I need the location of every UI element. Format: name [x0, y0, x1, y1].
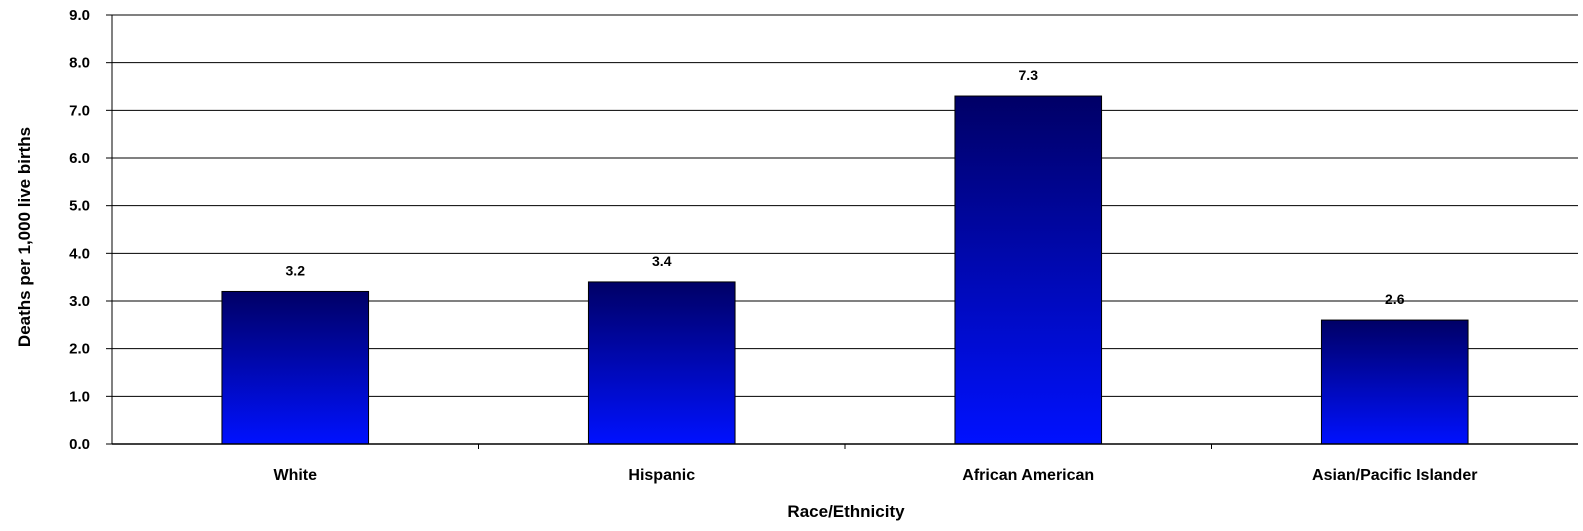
data-label: 2.6 [1385, 291, 1405, 307]
x-tick-label: Hispanic [628, 467, 695, 484]
x-tick-label: African American [962, 467, 1094, 484]
bar [1320, 319, 1469, 445]
y-axis-title: Deaths per 1,000 live births [15, 127, 34, 347]
bar [221, 290, 370, 445]
y-tick-label: 7.0 [69, 102, 90, 119]
bar [587, 281, 736, 445]
y-tick-label: 3.0 [69, 293, 90, 310]
y-tick-label: 2.0 [69, 341, 90, 358]
bars [221, 95, 1469, 445]
x-tick-label: Asian/Pacific Islander [1312, 467, 1477, 484]
bar [954, 95, 1103, 445]
data-label: 7.3 [1019, 67, 1039, 83]
y-tick-label: 6.0 [69, 150, 90, 167]
y-tick-label: 5.0 [69, 198, 90, 215]
data-label: 3.2 [286, 262, 306, 278]
x-axis-title: Race/Ethnicity [787, 502, 905, 521]
y-tick-label: 0.0 [69, 436, 90, 453]
x-tick-label: White [273, 467, 317, 484]
y-tick-label: 8.0 [69, 55, 90, 72]
data-label: 3.4 [652, 253, 672, 269]
axes [106, 14, 1578, 449]
labels: 0.0 1.0 2.0 3.0 4.0 5.0 6.0 7.0 8.0 9.0 3.2 White 3.… [69, 7, 1477, 484]
y-tick-label: 4.0 [69, 245, 90, 262]
y-tick-label: 9.0 [69, 7, 90, 24]
y-tick-label: 1.0 [69, 388, 90, 405]
